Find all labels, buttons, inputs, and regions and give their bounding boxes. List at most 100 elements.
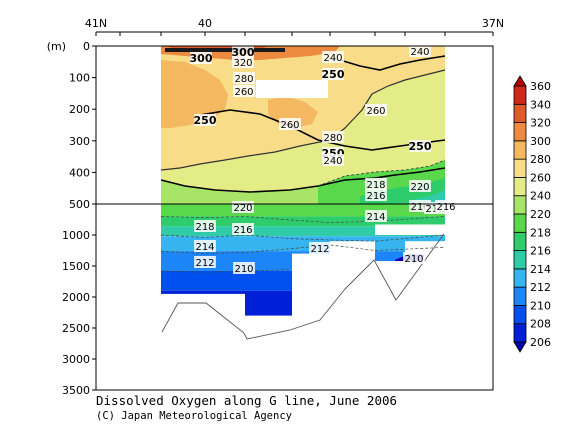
contour-label: 260 (365, 104, 387, 117)
fill-band-lower (205, 226, 245, 237)
contour-label-bg (365, 210, 387, 222)
contour-label-bg (233, 262, 255, 274)
colorbar-label: 340 (530, 98, 551, 111)
contour-label: 300 (232, 46, 255, 59)
colorbar-label: 300 (530, 135, 551, 148)
fill-band-lower (245, 251, 292, 271)
contour-label: 214 (365, 210, 387, 223)
fill-band-lower (375, 216, 405, 227)
depth-tick-label: 500 (69, 198, 90, 211)
contour-label: 250 (409, 140, 432, 153)
fill-band-lower (292, 226, 330, 237)
fill-band-lower (161, 226, 205, 237)
contour-label: 214 (194, 240, 216, 253)
contour-label-bg (233, 72, 255, 84)
latitude-label: 37N (482, 17, 504, 30)
fill-band-lower (205, 290, 245, 294)
fill-band-lower (375, 236, 405, 252)
contour-label-bg (322, 68, 344, 80)
depth-tick-label: 400 (69, 166, 90, 179)
contour-label: 210 (233, 262, 255, 275)
contour-label: 250 (194, 114, 217, 127)
contour-label-bg (365, 104, 387, 116)
latitude-label: 41N (85, 17, 107, 30)
contour-label: 216 (365, 189, 387, 202)
contour-label-bg (409, 140, 431, 152)
colorbar-label: 208 (530, 318, 551, 331)
contour-label-text: 250 (409, 140, 432, 153)
contour-label: 280 (233, 72, 255, 85)
colorbar-label: 220 (530, 208, 551, 221)
colorbar-label: 218 (530, 226, 551, 239)
colorbar-segment (513, 122, 527, 142)
contour-label-text: 210 (404, 254, 423, 265)
contour-label-text: 212 (195, 258, 214, 269)
contour-label-text: 300 (232, 46, 255, 59)
colorbar-segment (513, 140, 527, 160)
chart-caption: Dissolved Oxygen along G line, June 2006 (96, 393, 398, 408)
contour-label-bg (403, 252, 425, 264)
contour-label-text: 216 (410, 202, 429, 213)
colorbar-bottom-arrow (513, 341, 527, 353)
fill-300-west (161, 60, 228, 128)
colorbar-label: 360 (530, 80, 551, 93)
contour-label-text: 260 (234, 87, 253, 98)
fill-band-lower (245, 236, 292, 252)
contour-label: 212 (194, 256, 216, 269)
contour-label-text: 210 (234, 264, 253, 275)
contour-210-lower (160, 269, 293, 273)
contour-label: 210 (403, 252, 425, 265)
depth-tick-label: 0 (83, 40, 90, 53)
fill-band-lower (245, 290, 292, 316)
contour-label: 220 (409, 180, 431, 193)
contour-label-text: 220 (410, 182, 429, 193)
fill-band-lower (405, 216, 445, 227)
contour-label-text: 280 (323, 133, 342, 144)
fill-band-lower (330, 226, 375, 237)
colorbar-label: 206 (530, 336, 551, 349)
contour-label-text: 216 (233, 225, 252, 236)
colorbar-label: 240 (530, 190, 551, 203)
colorbar-segment (513, 286, 527, 306)
colorbar-segment (513, 158, 527, 178)
colorbar-segment (513, 250, 527, 270)
fill-band-lower (330, 236, 375, 242)
fill-band-lower (161, 290, 205, 294)
contour-label: 216 (435, 200, 457, 213)
colorbar-segment (513, 323, 527, 343)
contour-label-bg (232, 56, 254, 68)
contour-label-text: 218 (195, 222, 214, 233)
contour-label-bg (322, 51, 344, 63)
contour-label-text: 240 (323, 156, 342, 167)
latitude-label: 40 (198, 17, 212, 30)
depth-tick-label: 300 (69, 135, 90, 148)
contour-label-text: 280 (234, 74, 253, 85)
dense-contour-band (165, 48, 285, 52)
contour-label: 250 (322, 68, 345, 81)
contour-label-text: 212 (310, 244, 329, 255)
colorbar-segment (513, 85, 527, 105)
fill-band-lower (161, 204, 205, 217)
fill-band-lower (161, 270, 205, 291)
depth-tick-label: 100 (69, 72, 90, 85)
contour-label-text: 300 (190, 52, 213, 65)
contour-label-bg (232, 46, 254, 58)
depth-tick-label: 1000 (62, 229, 90, 242)
fill-band-lower (292, 204, 330, 217)
contour-250-top (339, 55, 446, 71)
contour-label-bg (194, 256, 216, 268)
fill-band-lower (205, 270, 245, 291)
colorbar-segment (513, 177, 527, 197)
contour-label-bg (409, 45, 431, 57)
fill-band-lower (161, 216, 205, 227)
colorbar-segment (513, 305, 527, 325)
contour-label-bg (309, 242, 331, 254)
plot-frame (95, 45, 494, 391)
colorbar-segment (513, 268, 527, 288)
contour-label: 240 (409, 45, 431, 58)
contour-label-text: 240 (323, 53, 342, 64)
contour-label-bg (365, 178, 387, 190)
contour-label-text: 240 (410, 47, 429, 58)
colorbar-label: 210 (530, 299, 551, 312)
contour-label-bg (232, 223, 254, 235)
